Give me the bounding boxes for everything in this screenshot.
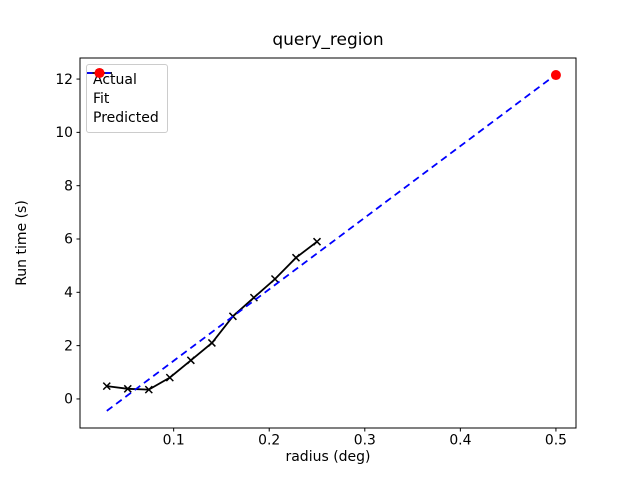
actual-line bbox=[106, 240, 318, 391]
legend-entry-predicted: Predicted bbox=[93, 68, 159, 127]
x-axis-tick-label: 0.2 bbox=[258, 433, 280, 449]
fit-line bbox=[106, 73, 557, 412]
y-axis-tick-label: 4 bbox=[64, 285, 73, 301]
legend-label-actual: Actual bbox=[93, 71, 137, 88]
y-axis-label: Run time (s) bbox=[14, 200, 30, 286]
legend: Actual Fit Predicted bbox=[86, 64, 168, 133]
x-axis-tick-label: 0.5 bbox=[545, 433, 567, 449]
x-axis-tick-label: 0.1 bbox=[163, 433, 185, 449]
y-axis-tick-label: 12 bbox=[55, 72, 73, 88]
legend-label-fit: Fit bbox=[93, 90, 110, 107]
predicted-point-sample-icon bbox=[94, 68, 105, 78]
legend-label-predicted: Predicted bbox=[93, 109, 159, 126]
predicted-point bbox=[550, 70, 561, 81]
x-axis-tick-label: 0.3 bbox=[354, 433, 376, 449]
x-axis-label: radius (deg) bbox=[285, 449, 371, 465]
actual-markers bbox=[102, 237, 322, 394]
y-axis-tick-label: 8 bbox=[64, 178, 73, 194]
legend-entry-fit: Fit bbox=[87, 72, 159, 108]
chart-title: query_region bbox=[272, 30, 384, 50]
axes-frame bbox=[79, 57, 577, 429]
x-axis-tick-label: 0.4 bbox=[449, 433, 471, 449]
y-axis-tick-label: 2 bbox=[64, 338, 73, 354]
y-axis-tick-label: 0 bbox=[64, 392, 73, 408]
y-axis-tick-label: 6 bbox=[64, 232, 73, 248]
y-axis-tick-label: 10 bbox=[55, 125, 73, 141]
